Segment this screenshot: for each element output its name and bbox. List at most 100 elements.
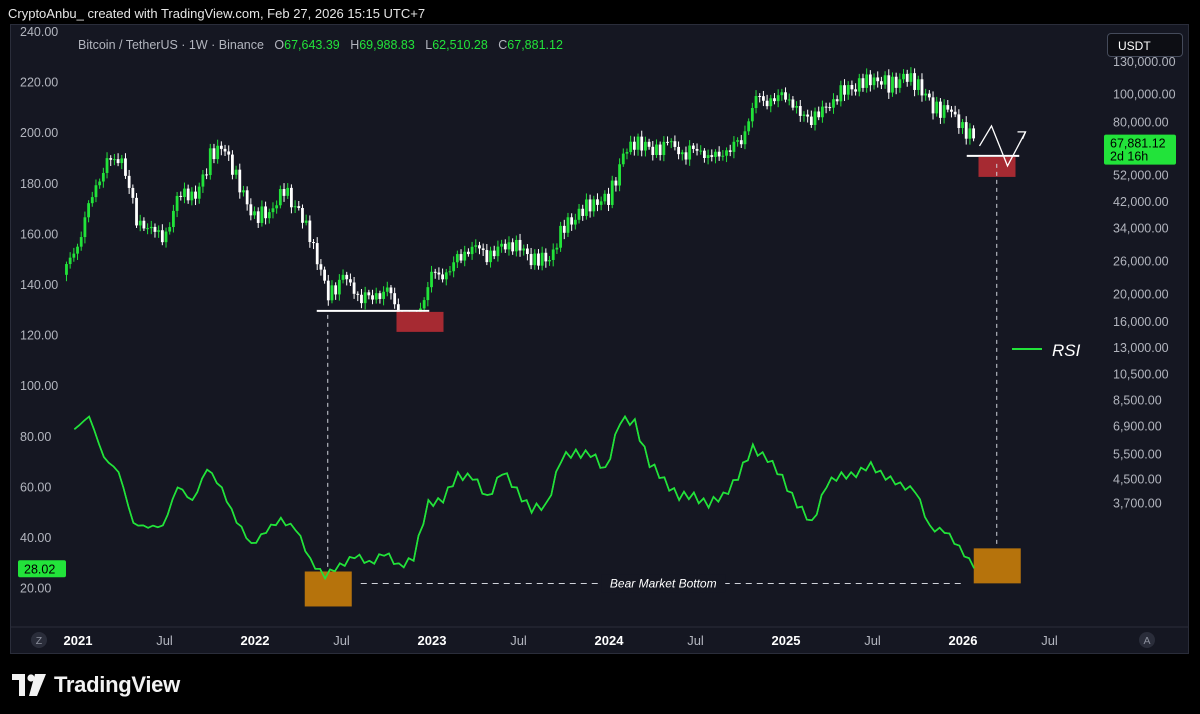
candle-body [444,272,448,280]
candle-body [865,74,869,88]
candle-body [880,81,883,85]
candle-body [798,106,802,116]
candle-body [301,207,304,223]
candle-body [175,195,179,211]
candle-body [90,197,94,204]
time-axis-tick: 2025 [772,633,801,648]
candle-body [787,99,791,101]
candle-body [249,204,253,216]
candle-body [835,99,839,102]
close-value: 67,881.12 [507,38,563,52]
candle-body [891,76,894,93]
candle-body [776,95,780,102]
candle-body [872,77,876,86]
candle-body [931,97,935,114]
currency-button[interactable]: USDT [1107,33,1183,57]
candle-body [190,191,194,201]
candle-body [706,155,710,158]
price-axis-tick: 4,500.00 [1113,472,1162,486]
close-label: C [498,38,508,52]
candle-body [437,272,441,275]
low-value: 62,510.28 [432,38,488,52]
candle-body [448,271,452,273]
candle-body [868,74,872,86]
candle-body [511,242,515,252]
candle-body [968,128,972,139]
candle-body [725,150,728,156]
high-label: H [350,38,360,52]
candle-body [647,141,651,147]
price-axis-tick: 16,000.00 [1113,315,1169,329]
candle-body [566,217,570,233]
time-axis-tick: 2024 [595,633,625,648]
candle-body [160,230,164,243]
candle-body [592,199,596,212]
candle-body [485,250,489,263]
candle-body [507,242,511,250]
candle-body [503,243,507,250]
candle-body [680,152,684,155]
candle-body [699,150,703,152]
candle-body [223,148,227,152]
candle-body [334,285,338,295]
candle-body [459,254,463,261]
candle-body [518,239,522,251]
candle-body [854,89,857,92]
candle-body [120,158,124,164]
price-axis-tick: 5,500.00 [1113,448,1162,462]
brand-name: TradingView [54,672,180,697]
candle-body [662,141,666,156]
candle-body [352,282,356,294]
rsi-axis-tick: 40.00 [20,531,51,545]
candle-body [514,239,518,252]
candle-body [522,248,526,251]
candle-body [98,181,102,186]
rsi-line-overlay [73,414,975,581]
rsi-value-badge [18,560,66,578]
candle-body [821,106,824,118]
candle-body [588,199,592,212]
candle-body [253,211,256,216]
candle-body [920,79,924,96]
candle-body [824,106,828,108]
auto-scale-button[interactable] [1139,632,1155,648]
tradingview-logo-icon [12,674,46,696]
candle-body [65,264,68,275]
candle-body [618,164,621,186]
candle-body [762,96,765,101]
candle-body [356,293,360,295]
candle-body [913,73,916,90]
time-axis-tick: Jul [687,633,704,648]
candle-body [765,100,769,107]
candle-body [909,73,913,82]
zoom-button[interactable] [31,632,47,648]
candle-body [275,205,279,209]
high-value: 69,988.83 [359,38,415,52]
symbol-info: Bitcoin / TetherUS · 1W · Binance O67,64… [78,38,563,52]
candle-body [396,304,400,314]
candle-body [463,251,467,261]
candle-body [131,187,135,198]
candle-body [474,245,478,247]
rsi-axis-tick: 180.00 [20,177,58,191]
candle-body [728,150,732,152]
candle-body [658,144,662,156]
candle-body [894,76,898,88]
candle-body [101,172,105,182]
candle-body [636,136,640,150]
candle-body [337,279,341,295]
candle-body [695,148,699,151]
candle-body [183,188,186,197]
candle-body [876,77,880,82]
candle-body [758,96,762,98]
bear-bottom-label: Bear Market Bottom [610,576,717,590]
candle-body [691,145,695,149]
candle-body [186,188,190,201]
zoom-button-label: Z [36,635,43,647]
tradingview-logo[interactable]: TradingView [12,672,180,698]
time-axis-tick: 2023 [418,633,447,648]
candle-body [467,251,470,255]
candle-body [537,253,540,266]
candle-body [297,206,301,208]
candle-body [367,292,371,296]
